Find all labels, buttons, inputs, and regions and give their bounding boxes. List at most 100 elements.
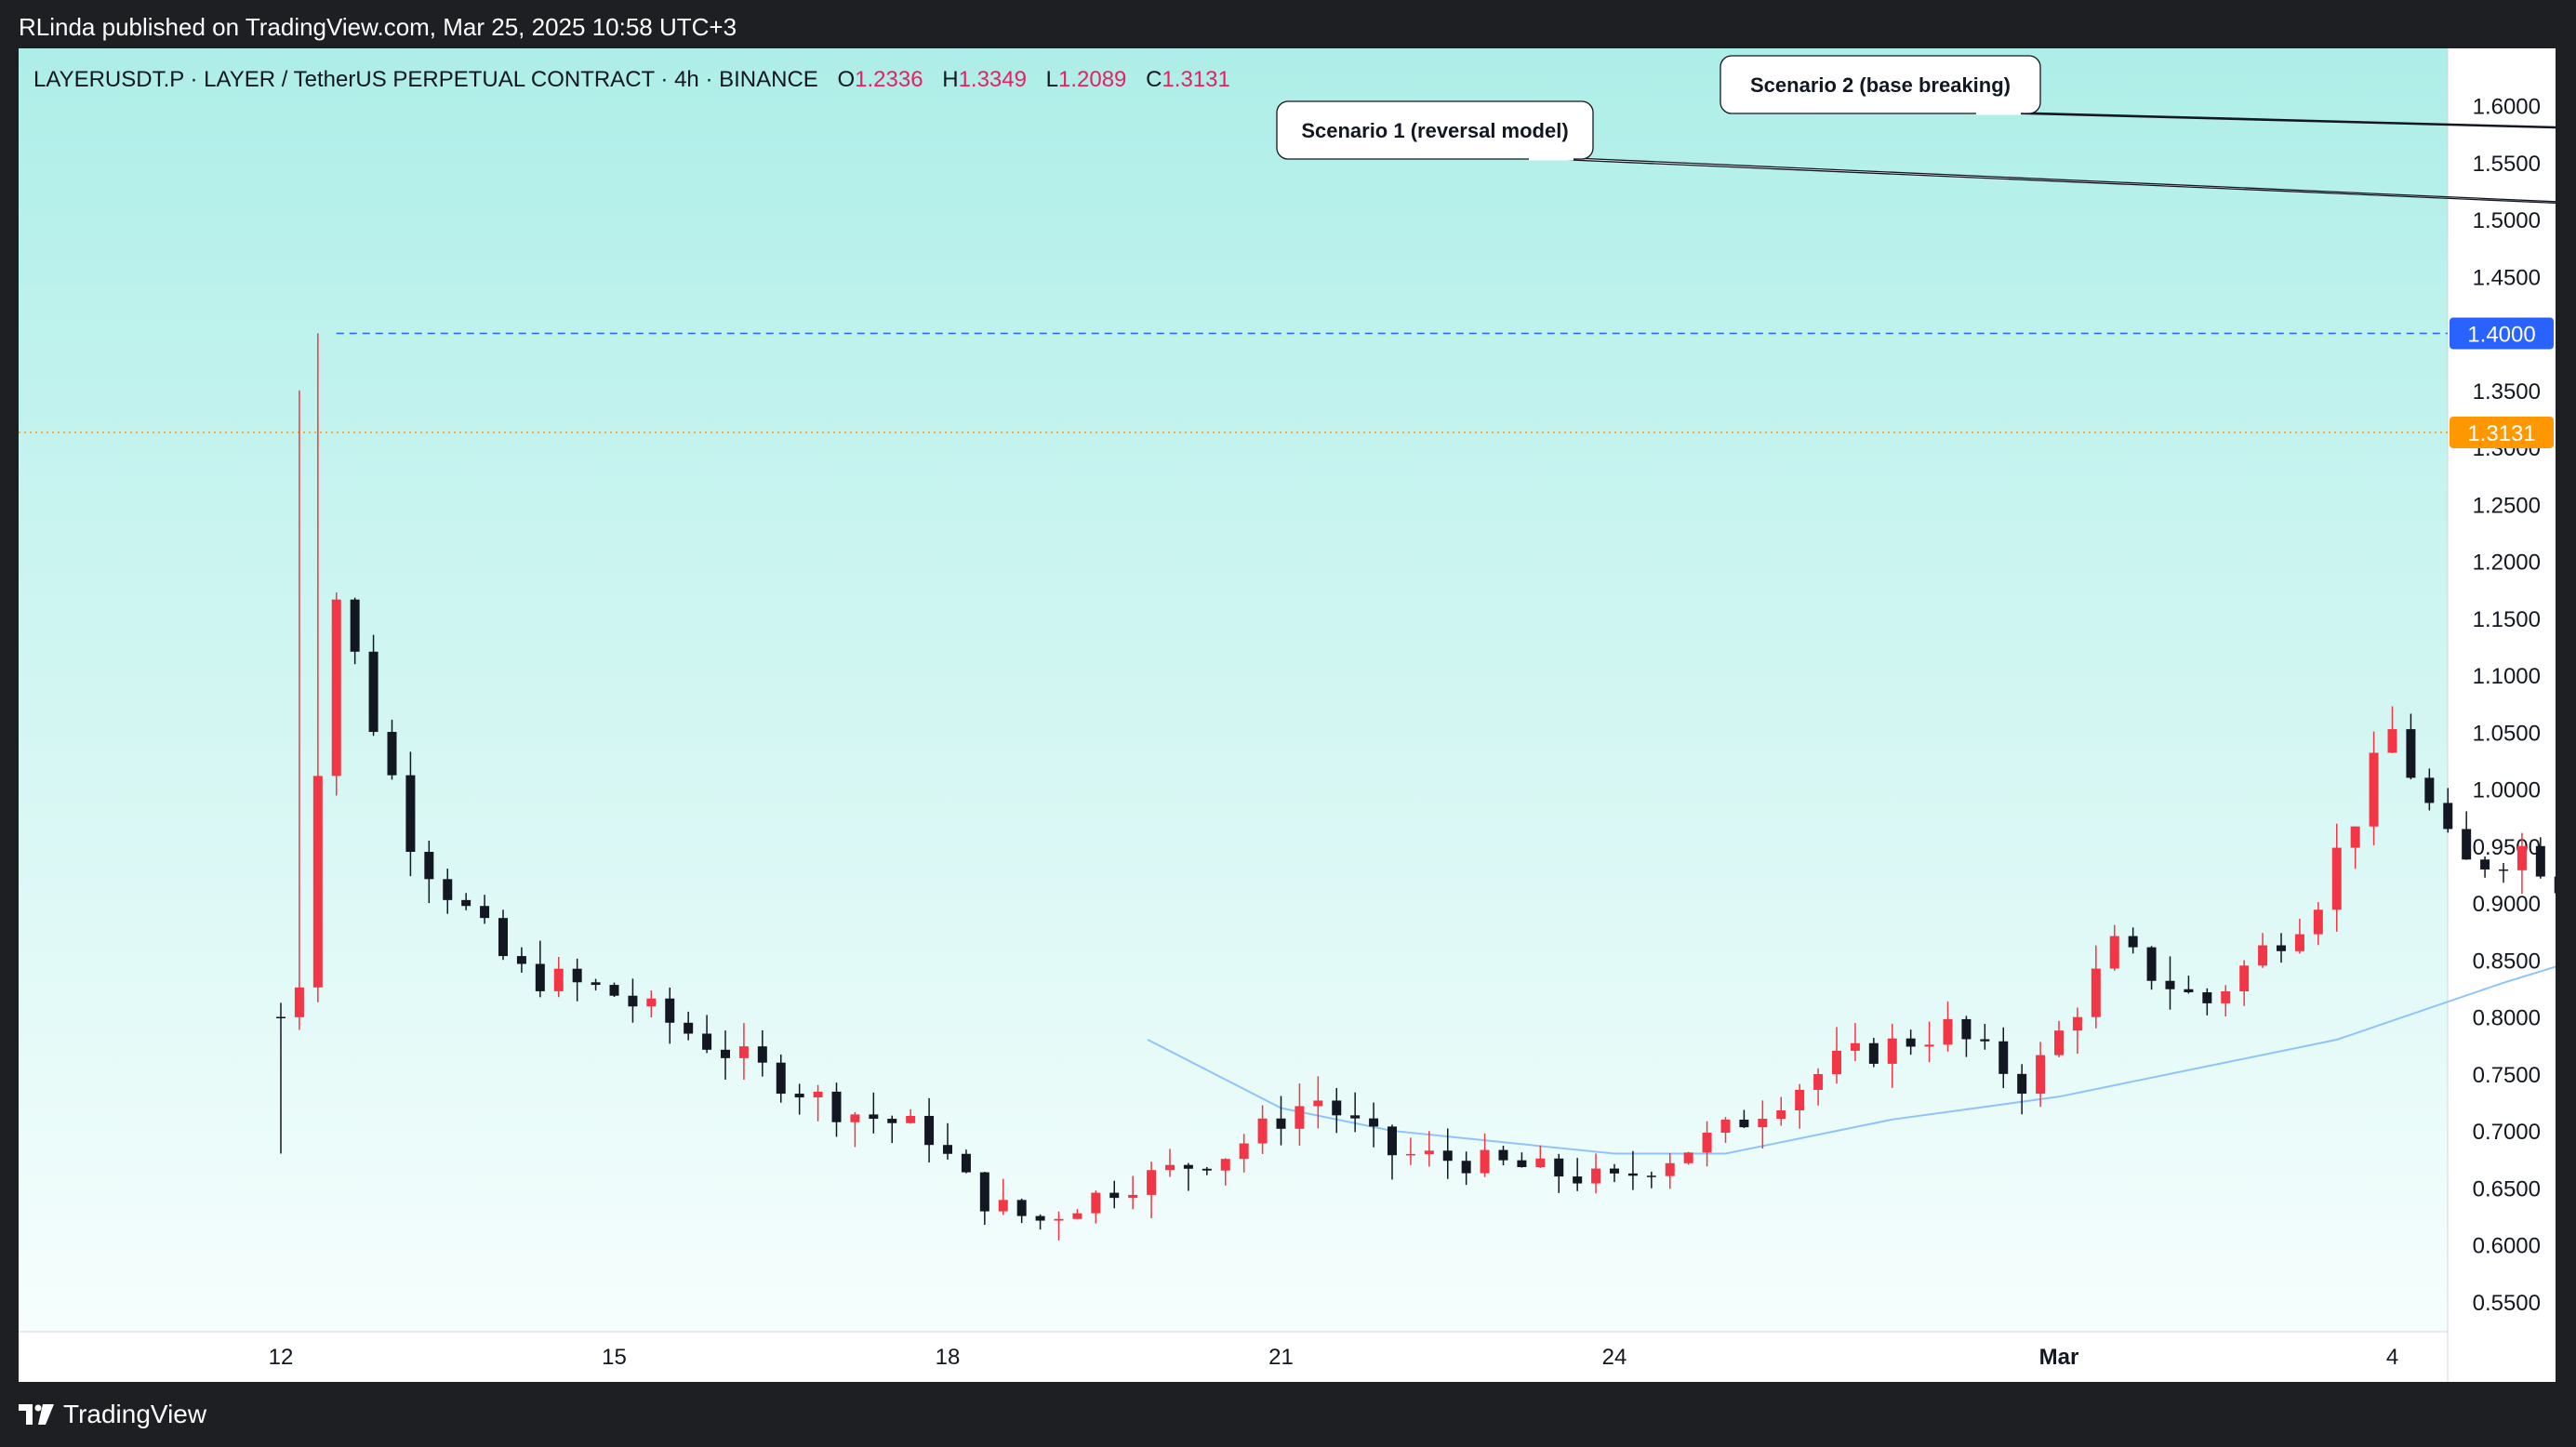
candle-body[interactable] — [2054, 1030, 2064, 1055]
candle-body[interactable] — [1720, 1119, 1731, 1134]
candle-body[interactable] — [2535, 845, 2545, 877]
tradingview-logo[interactable]: TradingView — [19, 1399, 206, 1430]
candle-body[interactable] — [2313, 909, 2323, 935]
candle-body[interactable] — [1461, 1161, 1471, 1174]
candle-body[interactable] — [1850, 1042, 1860, 1051]
candle-body[interactable] — [1868, 1042, 1879, 1064]
candle-body[interactable] — [2480, 859, 2490, 870]
candle-body[interactable] — [2017, 1073, 2027, 1095]
candle-body[interactable] — [572, 968, 582, 983]
candle-body[interactable] — [1961, 1018, 1972, 1040]
candle-body[interactable] — [665, 998, 675, 1023]
candle-body[interactable] — [387, 732, 397, 776]
candle-body[interactable] — [1665, 1162, 1675, 1176]
candle-body[interactable] — [1424, 1150, 1434, 1154]
candle-body[interactable] — [516, 956, 526, 964]
candle-body[interactable] — [2350, 826, 2360, 848]
candlesticks[interactable] — [276, 333, 2556, 1241]
candle-body[interactable] — [331, 599, 341, 777]
candle-body[interactable] — [1517, 1160, 1527, 1168]
candle-body[interactable] — [368, 651, 378, 733]
candle-body[interactable] — [2128, 936, 2138, 948]
candle-body[interactable] — [776, 1062, 786, 1095]
candle-body[interactable] — [2499, 869, 2508, 871]
candle-body[interactable] — [2165, 980, 2175, 989]
candle-body[interactable] — [1980, 1039, 1990, 1042]
candle-body[interactable] — [1388, 1126, 1397, 1156]
candle-body[interactable] — [2554, 876, 2556, 894]
candle-body[interactable] — [1054, 1218, 1064, 1221]
candle-body[interactable] — [535, 963, 545, 991]
candle-body[interactable] — [1350, 1115, 1361, 1119]
candle-body[interactable] — [1610, 1168, 1619, 1174]
candle-body[interactable] — [2091, 968, 2101, 1017]
candle-body[interactable] — [1257, 1118, 1268, 1144]
candle-body[interactable] — [1072, 1213, 1082, 1219]
candle-body[interactable] — [2072, 1016, 2082, 1031]
candle-body[interactable] — [2443, 803, 2453, 830]
candle-body[interactable] — [1905, 1038, 1916, 1047]
candle-body[interactable] — [609, 985, 619, 996]
candle-body[interactable] — [2406, 729, 2416, 778]
candle-body[interactable] — [2462, 829, 2472, 860]
candle-body[interactable] — [1887, 1038, 1897, 1064]
candle-body[interactable] — [1627, 1173, 1638, 1176]
candle-body[interactable] — [1776, 1109, 1786, 1120]
candle-body[interactable] — [350, 599, 360, 652]
candle-body[interactable] — [405, 775, 416, 853]
candle-body[interactable] — [1369, 1118, 1379, 1127]
candle-body[interactable] — [312, 776, 323, 988]
candle-body[interactable] — [2516, 845, 2527, 870]
candle-body[interactable] — [1554, 1158, 1564, 1177]
candle-body[interactable] — [424, 852, 434, 880]
candle-body[interactable] — [1832, 1050, 1841, 1075]
candle-body[interactable] — [684, 1022, 694, 1034]
candle-body[interactable] — [1943, 1018, 1953, 1045]
candle-body[interactable] — [1202, 1168, 1212, 1171]
candle-body[interactable] — [1295, 1106, 1305, 1129]
candle-body[interactable] — [1035, 1215, 1045, 1221]
candle-body[interactable] — [1220, 1159, 1230, 1171]
candle-body[interactable] — [1535, 1158, 1546, 1168]
callout-box[interactable] — [1720, 55, 2041, 114]
candle-body[interactable] — [998, 1200, 1008, 1212]
candle-body[interactable] — [757, 1046, 767, 1063]
candle-body[interactable] — [461, 899, 471, 907]
candle-body[interactable] — [702, 1033, 712, 1050]
candle-body[interactable] — [1128, 1194, 1138, 1199]
candle-body[interactable] — [628, 995, 638, 1007]
candle-body[interactable] — [2036, 1055, 2046, 1095]
candle-body[interactable] — [1573, 1176, 1583, 1184]
candle-body[interactable] — [1276, 1118, 1286, 1129]
symbol-title[interactable]: LAYERUSDT.P · LAYER / TetherUS PERPETUAL… — [33, 67, 818, 92]
candle-body[interactable] — [906, 1115, 916, 1123]
candle-body[interactable] — [943, 1145, 952, 1154]
candle-body[interactable] — [2239, 965, 2250, 991]
candle-body[interactable] — [1795, 1089, 1805, 1110]
candle-body[interactable] — [1683, 1152, 1693, 1163]
candle-body[interactable] — [1758, 1119, 1768, 1128]
candle-body[interactable] — [1442, 1150, 1453, 1162]
candle-body[interactable] — [2146, 947, 2157, 981]
candle-body[interactable] — [1405, 1153, 1415, 1156]
candle-body[interactable] — [721, 1049, 730, 1058]
candle-body[interactable] — [1646, 1175, 1656, 1177]
candle-body[interactable] — [294, 987, 304, 1017]
candle-body[interactable] — [2109, 936, 2119, 969]
candle-body[interactable] — [498, 918, 508, 957]
candle-body[interactable] — [850, 1114, 860, 1122]
candle-body[interactable] — [979, 1172, 989, 1212]
candle-body[interactable] — [2184, 989, 2194, 993]
candle-body[interactable] — [1739, 1119, 1749, 1128]
candle-body[interactable] — [2258, 945, 2268, 966]
candle-body[interactable] — [2202, 992, 2212, 1003]
callout-box[interactable] — [1276, 100, 1594, 160]
candle-body[interactable] — [1498, 1149, 1508, 1161]
candle-body[interactable] — [1239, 1143, 1249, 1160]
candle-body[interactable] — [2277, 945, 2286, 951]
candle-body[interactable] — [1313, 1100, 1323, 1107]
candle-body[interactable] — [1591, 1168, 1601, 1184]
candle-body[interactable] — [1998, 1041, 2009, 1074]
candle-body[interactable] — [1147, 1170, 1157, 1195]
candle-body[interactable] — [1480, 1149, 1490, 1174]
